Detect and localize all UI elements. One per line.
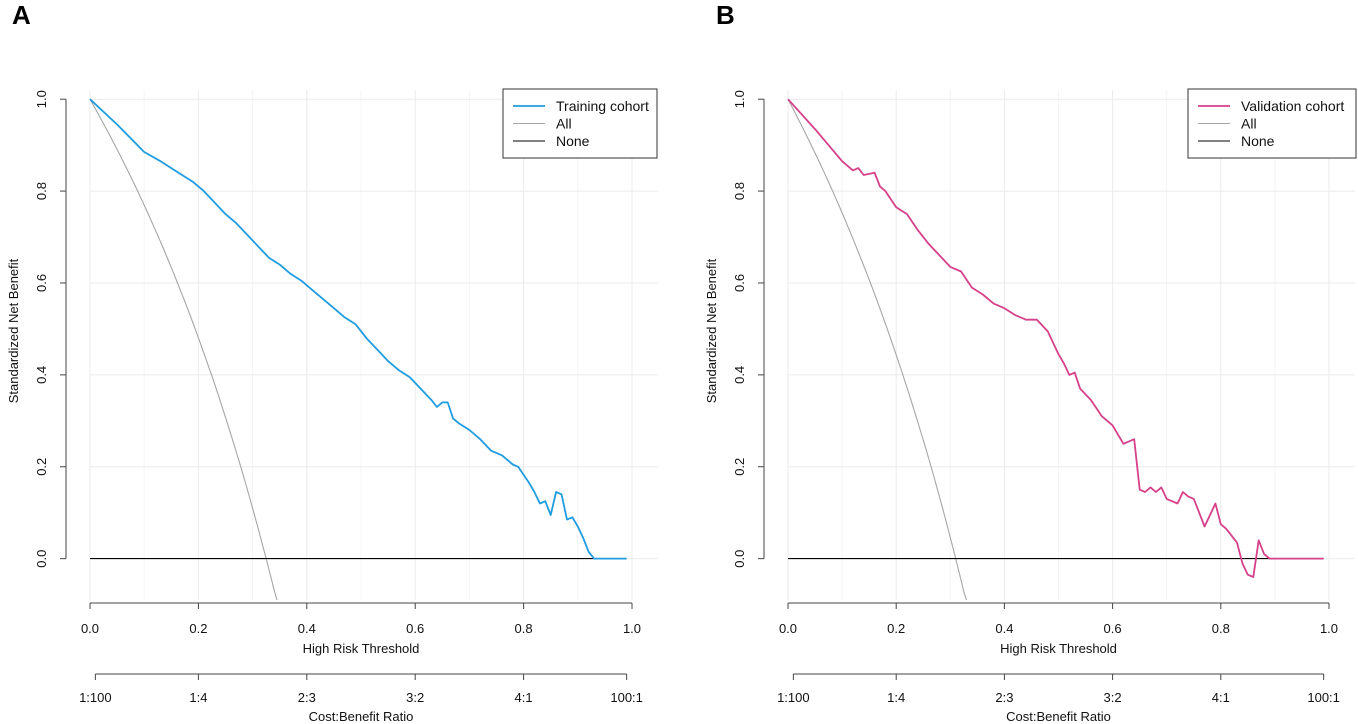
x-tick-label: 0.8 (515, 621, 533, 636)
x-tick-label: 0.0 (81, 621, 99, 636)
y-tick-label: 0.0 (34, 550, 49, 568)
x-tick-label: 0.0 (779, 621, 797, 636)
panel-a: A 0.0 0.2 0.4 0.6 0.8 1.0 Standardized Net Bene… (6, 0, 658, 724)
y-tick-label: 0.4 (34, 366, 49, 384)
cost-benefit-tick-label: 4:1 (515, 690, 533, 705)
x-tick-label: 0.6 (1104, 621, 1122, 636)
cost-benefit-tick-label: 2:3 (298, 690, 316, 705)
panel-letter: B (716, 0, 735, 30)
y-tick-label: 0.6 (34, 274, 49, 292)
x-tick-label: 0.4 (995, 621, 1013, 636)
cost-benefit-tick-label: 3:2 (1104, 690, 1122, 705)
x-tick-label: 1.0 (623, 621, 641, 636)
legend-label: Validation cohort (1241, 98, 1344, 114)
y-tick-label: 0.8 (34, 182, 49, 200)
y-axis-title: Standardized Net Benefit (6, 258, 21, 403)
series-model-line (89, 98, 627, 560)
series-all-line (787, 98, 968, 601)
legend-label: None (1241, 133, 1275, 149)
cost-benefit-tick-label: 1:100 (79, 690, 112, 705)
panel-b: B 0.0 0.2 0.4 0.6 0.8 1.0 Standardized Net Bene… (704, 0, 1357, 724)
panel-letter: A (12, 0, 31, 30)
cost-benefit-tick-label: 3:2 (406, 690, 424, 705)
x-tick-label: 0.2 (189, 621, 207, 636)
x-tick-label: 0.2 (887, 621, 905, 636)
cost-benefit-tick-label: 100:1 (1307, 690, 1340, 705)
y-tick-label: 0.2 (34, 458, 49, 476)
x-tick-label: 0.8 (1212, 621, 1230, 636)
y-tick-label: 0.8 (732, 182, 747, 200)
y-tick-label: 0.6 (732, 274, 747, 292)
cost-benefit-axis-title: Cost:Benefit Ratio (1006, 709, 1111, 724)
cost-benefit-tick-label: 2:3 (995, 690, 1013, 705)
cost-benefit-tick-label: 100:1 (610, 690, 643, 705)
series-model-line (787, 98, 1324, 578)
y-tick-label: 0.4 (732, 366, 747, 384)
x-tick-label: 1.0 (1320, 621, 1338, 636)
y-axis-title: Standardized Net Benefit (704, 258, 719, 403)
x-tick-label: 0.4 (298, 621, 316, 636)
cost-benefit-tick-label: 4:1 (1212, 690, 1230, 705)
y-tick-label: 1.0 (732, 90, 747, 108)
y-tick-label: 1.0 (34, 90, 49, 108)
cost-benefit-tick-label: 1:4 (887, 690, 905, 705)
legend-label: All (1241, 116, 1257, 132)
y-tick-label: 0.2 (732, 458, 747, 476)
x-axis-title: High Risk Threshold (303, 641, 420, 656)
legend-label: None (556, 133, 590, 149)
series-all-line (89, 98, 278, 601)
x-tick-label: 0.6 (406, 621, 424, 636)
legend-label: All (556, 116, 572, 132)
legend-label: Training cohort (556, 98, 649, 114)
y-tick-label: 0.0 (732, 550, 747, 568)
cost-benefit-tick-label: 1:100 (777, 690, 810, 705)
x-axis-title: High Risk Threshold (1000, 641, 1117, 656)
cost-benefit-tick-label: 1:4 (189, 690, 207, 705)
cost-benefit-axis-title: Cost:Benefit Ratio (309, 709, 414, 724)
